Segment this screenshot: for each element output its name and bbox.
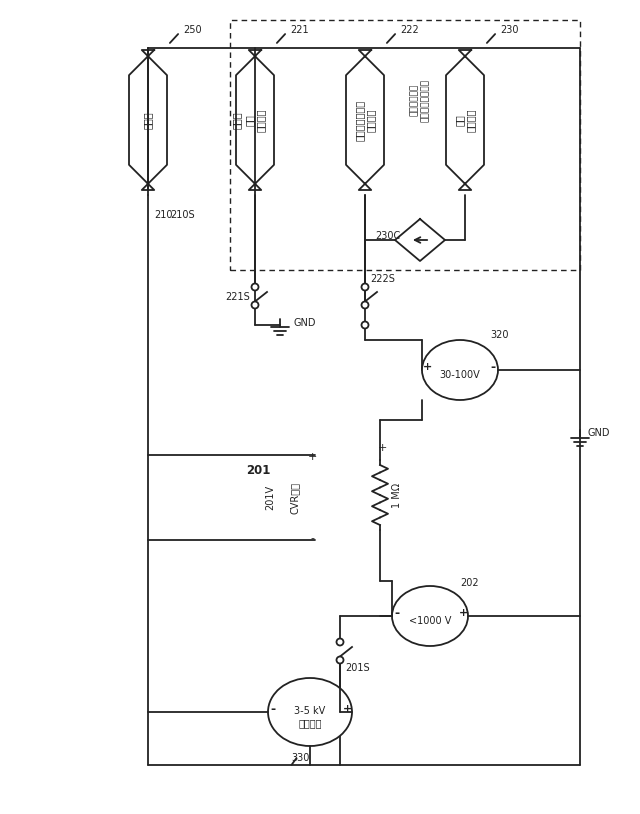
Text: バックバイアス
プレート: バックバイアス プレート [354, 99, 376, 141]
Text: 250: 250 [183, 25, 202, 35]
Text: 202: 202 [460, 578, 479, 588]
Text: +: + [378, 443, 387, 453]
Text: 222S: 222S [370, 274, 395, 284]
Bar [230, 20, 580, 270]
Text: 201S: 201S [345, 663, 370, 673]
Circle shape [252, 301, 259, 309]
Ellipse shape [268, 678, 352, 746]
Text: 330: 330 [291, 753, 309, 763]
Text: 試料
プレート: 試料 プレート [454, 108, 476, 132]
Text: -: - [394, 606, 399, 619]
Text: GND: GND [588, 428, 611, 438]
Text: 320: 320 [490, 330, 509, 340]
Text: -: - [310, 533, 314, 543]
Text: -: - [271, 702, 276, 716]
Text: +: + [307, 452, 317, 462]
Text: 3-5 kV
パルス式: 3-5 kV パルス式 [294, 707, 326, 728]
Text: 230: 230 [500, 25, 518, 35]
Text: +: + [342, 704, 351, 714]
Text: 221: 221 [290, 25, 308, 35]
Text: 210S: 210S [170, 210, 195, 220]
Circle shape [337, 657, 344, 663]
Circle shape [362, 283, 369, 291]
Text: 1 MΩ: 1 MΩ [392, 483, 402, 508]
Circle shape [252, 283, 259, 291]
Text: GND: GND [293, 318, 316, 328]
Text: 抽出
プレート: 抽出 プレート [244, 108, 266, 132]
Text: +: + [458, 608, 468, 618]
Text: 230C: 230C [375, 231, 400, 241]
Circle shape [362, 322, 369, 329]
Text: +: + [422, 362, 431, 372]
Text: 221S: 221S [225, 292, 250, 302]
Text: 真空内: 真空内 [232, 112, 242, 129]
Text: -: - [490, 361, 495, 374]
Circle shape [337, 638, 344, 646]
Text: 210: 210 [154, 210, 173, 220]
Text: 時間依存性の
イオンビーム電流: 時間依存性の イオンビーム電流 [410, 78, 429, 121]
Ellipse shape [422, 340, 498, 400]
Ellipse shape [392, 586, 468, 646]
Text: 222: 222 [400, 25, 419, 35]
Text: <1000 V: <1000 V [409, 616, 451, 626]
Text: 201: 201 [246, 463, 270, 476]
Text: CVR電圧: CVR電圧 [290, 482, 300, 514]
Text: 検出器: 検出器 [143, 112, 153, 129]
Circle shape [362, 301, 369, 309]
Text: 30-100V: 30-100V [440, 370, 481, 380]
Text: 201V: 201V [265, 485, 275, 510]
